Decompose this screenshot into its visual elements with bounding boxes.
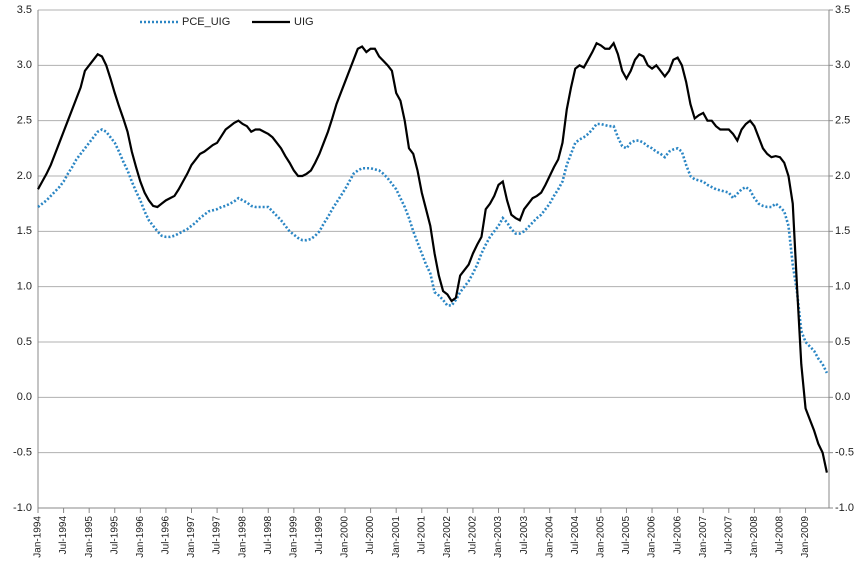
series-line — [37, 122, 829, 374]
x-tick-label: Jan-1997 — [186, 516, 197, 558]
y2-tick-label: -1.0 — [835, 502, 854, 514]
x-tick-label: Jan-2005 — [596, 516, 607, 558]
x-tick-label: Jul-2002 — [468, 516, 479, 555]
x-tick-label: Jan-2000 — [340, 516, 351, 558]
x-tick-label: Jan-2007 — [698, 516, 709, 558]
y-tick-label: 3.0 — [17, 59, 32, 71]
y2-tick-label: 1.0 — [835, 281, 850, 293]
y2-tick-label: 2.5 — [835, 115, 850, 127]
x-tick-label: Jan-1998 — [237, 516, 248, 558]
y-tick-label: 2.0 — [17, 170, 32, 182]
x-tick-label: Jul-2003 — [519, 516, 530, 555]
x-tick-label: Jan-1999 — [288, 516, 299, 558]
x-tick-label: Jul-2000 — [365, 516, 376, 555]
x-tick-label: Jul-2004 — [570, 516, 581, 555]
x-tick-label: Jan-2002 — [442, 516, 453, 558]
x-tick-label: Jan-1996 — [135, 516, 146, 558]
x-tick-label: Jul-2001 — [416, 516, 427, 555]
x-tick-label: Jul-1998 — [263, 516, 274, 555]
y2-tick-label: 0.0 — [835, 391, 850, 403]
x-tick-label: Jul-1995 — [109, 516, 120, 555]
y-tick-label: 0.0 — [17, 391, 32, 403]
x-tick-label: Jan-1995 — [84, 516, 95, 558]
y-tick-label: -0.5 — [13, 447, 32, 459]
legend-label: PCE_UIG — [182, 16, 230, 28]
y2-tick-label: 3.5 — [835, 4, 850, 16]
y-tick-label: 1.5 — [17, 225, 32, 237]
x-tick-label: Jul-1997 — [212, 516, 223, 555]
x-tick-label: Jul-1999 — [314, 516, 325, 555]
x-tick-label: Jul-2008 — [775, 516, 786, 555]
y-tick-label: 1.0 — [17, 281, 32, 293]
y2-tick-label: -0.5 — [835, 447, 854, 459]
y2-tick-label: 3.0 — [835, 59, 850, 71]
x-tick-label: Jan-1994 — [33, 516, 44, 558]
x-tick-label: Jan-2009 — [800, 516, 811, 558]
x-tick-label: Jan-2003 — [493, 516, 504, 558]
y-tick-label: 2.5 — [17, 115, 32, 127]
x-tick-label: Jul-1994 — [58, 516, 69, 555]
x-tick-label: Jul-2007 — [723, 516, 734, 555]
x-tick-label: Jan-2001 — [391, 516, 402, 558]
x-tick-label: Jul-1996 — [161, 516, 172, 555]
y-tick-label: -1.0 — [13, 502, 32, 514]
x-tick-label: Jul-2006 — [672, 516, 683, 555]
x-tick-label: Jan-2004 — [544, 516, 555, 558]
x-tick-label: Jan-2006 — [647, 516, 658, 558]
y-tick-label: 0.5 — [17, 336, 32, 348]
legend-label: UIG — [294, 16, 314, 28]
x-tick-label: Jul-2005 — [621, 516, 632, 555]
y2-tick-label: 0.5 — [835, 336, 850, 348]
y-tick-label: 3.5 — [17, 4, 32, 16]
y2-tick-label: 2.0 — [835, 170, 850, 182]
y2-tick-label: 1.5 — [835, 225, 850, 237]
series-line — [37, 40, 828, 473]
x-tick-label: Jan-2008 — [749, 516, 760, 558]
